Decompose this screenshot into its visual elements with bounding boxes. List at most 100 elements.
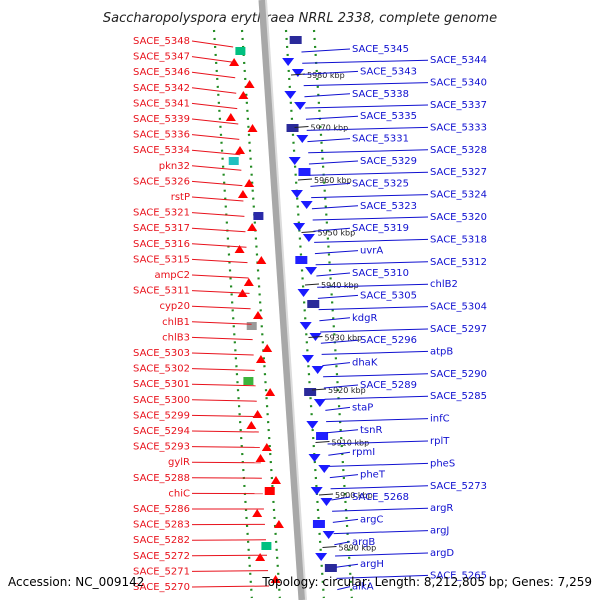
right-gene-arrow bbox=[310, 487, 323, 495]
right-gene-arrow bbox=[300, 201, 313, 209]
right-gene-arrow bbox=[296, 135, 309, 143]
right-gene-label: infC bbox=[430, 414, 450, 425]
ruler-tick bbox=[311, 388, 327, 391]
left-gene-arrow bbox=[256, 256, 267, 264]
left-leader-line bbox=[191, 165, 242, 171]
right-gene-label: SACE_5320 bbox=[430, 212, 487, 223]
right-gene-label: tsnR bbox=[360, 425, 382, 436]
left-leader-line bbox=[191, 71, 236, 79]
right-leader-line bbox=[335, 563, 359, 568]
dotted-track-2 bbox=[284, 29, 325, 599]
left-gene-label: chlB3 bbox=[162, 332, 190, 343]
left-gene-label: SACE_5346 bbox=[133, 67, 190, 78]
left-gene-box bbox=[235, 47, 246, 55]
left-leader-line bbox=[191, 134, 240, 140]
left-leader-line bbox=[191, 56, 235, 63]
right-gene-label: SACE_5337 bbox=[430, 100, 487, 111]
right-leader-line bbox=[311, 205, 359, 210]
left-leader-line bbox=[191, 585, 270, 588]
right-gene-box bbox=[304, 388, 317, 396]
left-leader-line bbox=[191, 212, 245, 217]
right-leader-line bbox=[320, 339, 359, 344]
right-leader-line bbox=[331, 496, 351, 501]
left-gene-arrow bbox=[255, 553, 266, 561]
left-gene-label: pkn32 bbox=[159, 161, 190, 172]
ruler-tick bbox=[322, 546, 337, 548]
left-leader-line bbox=[191, 180, 243, 187]
ruler-label: 5970 kbp bbox=[311, 124, 349, 133]
right-gene-label: SACE_5285 bbox=[430, 391, 487, 402]
right-leader-line bbox=[328, 451, 351, 456]
right-gene-label: SACE_5343 bbox=[360, 66, 417, 77]
right-gene-label: SACE_5296 bbox=[360, 335, 417, 346]
right-leader-line bbox=[317, 294, 359, 299]
right-leader-line bbox=[322, 362, 351, 367]
left-gene-arrow bbox=[237, 190, 248, 198]
left-gene-arrow bbox=[243, 278, 254, 286]
right-gene-label: rpmI bbox=[352, 447, 375, 458]
right-leader-line bbox=[330, 485, 429, 490]
right-leader-line bbox=[329, 474, 359, 479]
left-leader-line bbox=[191, 414, 258, 418]
left-gene-arrow bbox=[247, 124, 258, 132]
right-gene-label: alkA bbox=[352, 582, 374, 593]
accession-label: Accession: NC_009142 bbox=[8, 575, 144, 589]
ruler-tick bbox=[297, 178, 313, 181]
right-gene-label: rplT bbox=[430, 436, 450, 447]
right-leader-line bbox=[312, 216, 429, 221]
right-gene-label: SACE_5312 bbox=[430, 257, 487, 268]
right-leader-line bbox=[301, 48, 351, 53]
left-leader-line bbox=[191, 118, 239, 125]
gene-features bbox=[225, 36, 337, 583]
left-gene-label: SACE_5294 bbox=[133, 426, 190, 437]
right-leader-line bbox=[335, 552, 429, 557]
left-leader-line bbox=[191, 430, 259, 433]
left-gene-label: SACE_5302 bbox=[133, 364, 190, 375]
right-leader-line bbox=[306, 126, 429, 131]
left-gene-label: SACE_5283 bbox=[133, 520, 190, 531]
left-gene-label: SACE_5348 bbox=[133, 36, 190, 47]
right-gene-arrow bbox=[282, 58, 295, 66]
left-gene-label: SACE_5288 bbox=[133, 473, 190, 484]
ruler-tick bbox=[308, 336, 323, 338]
right-leader-line bbox=[310, 182, 351, 187]
left-leader-line bbox=[191, 336, 253, 341]
left-leader-line bbox=[191, 274, 249, 279]
right-leader-line bbox=[305, 104, 429, 109]
right-leader-line bbox=[302, 59, 429, 64]
left-leader-line bbox=[191, 149, 241, 156]
right-leader-line bbox=[316, 272, 351, 277]
right-gene-label: SACE_5319 bbox=[352, 223, 409, 234]
right-leader-line bbox=[317, 283, 429, 288]
right-gene-label: SACE_5323 bbox=[360, 201, 417, 212]
left-leader-line bbox=[191, 40, 234, 48]
left-gene-label: SACE_5301 bbox=[133, 379, 190, 390]
right-gene-arrow bbox=[293, 223, 306, 231]
left-gene-label: SACE_5311 bbox=[133, 286, 190, 297]
left-leader-line bbox=[191, 87, 237, 94]
right-leader-line bbox=[325, 406, 351, 411]
right-leader-line bbox=[308, 160, 359, 165]
left-leader-line bbox=[191, 352, 254, 356]
right-leader-line bbox=[333, 530, 429, 535]
left-gene-arrow bbox=[270, 575, 281, 583]
left-gene-label: SACE_5347 bbox=[133, 52, 190, 63]
ruler-tick bbox=[318, 493, 334, 496]
right-leader-line bbox=[314, 238, 429, 243]
right-gene-label: SACE_5329 bbox=[360, 156, 417, 167]
right-gene-arrow bbox=[320, 498, 333, 506]
right-gene-box bbox=[312, 520, 325, 528]
right-gene-label: staP bbox=[352, 402, 373, 413]
left-gene-label: SACE_5339 bbox=[133, 114, 190, 125]
right-gene-arrow bbox=[315, 553, 328, 561]
right-gene-label: SACE_5338 bbox=[352, 89, 409, 100]
ruler-label: 5940 kbp bbox=[321, 281, 359, 290]
right-gene-label: SACE_5289 bbox=[360, 380, 417, 391]
right-gene-label: argB bbox=[352, 537, 375, 548]
left-gene-label: SACE_5282 bbox=[133, 535, 190, 546]
right-gene-label: uvrA bbox=[360, 246, 383, 257]
right-leader-line bbox=[326, 429, 359, 434]
left-gene-label: SACE_5342 bbox=[133, 83, 190, 94]
left-gene-box bbox=[246, 322, 257, 330]
ruler-label: 5950 kbp bbox=[318, 229, 356, 238]
